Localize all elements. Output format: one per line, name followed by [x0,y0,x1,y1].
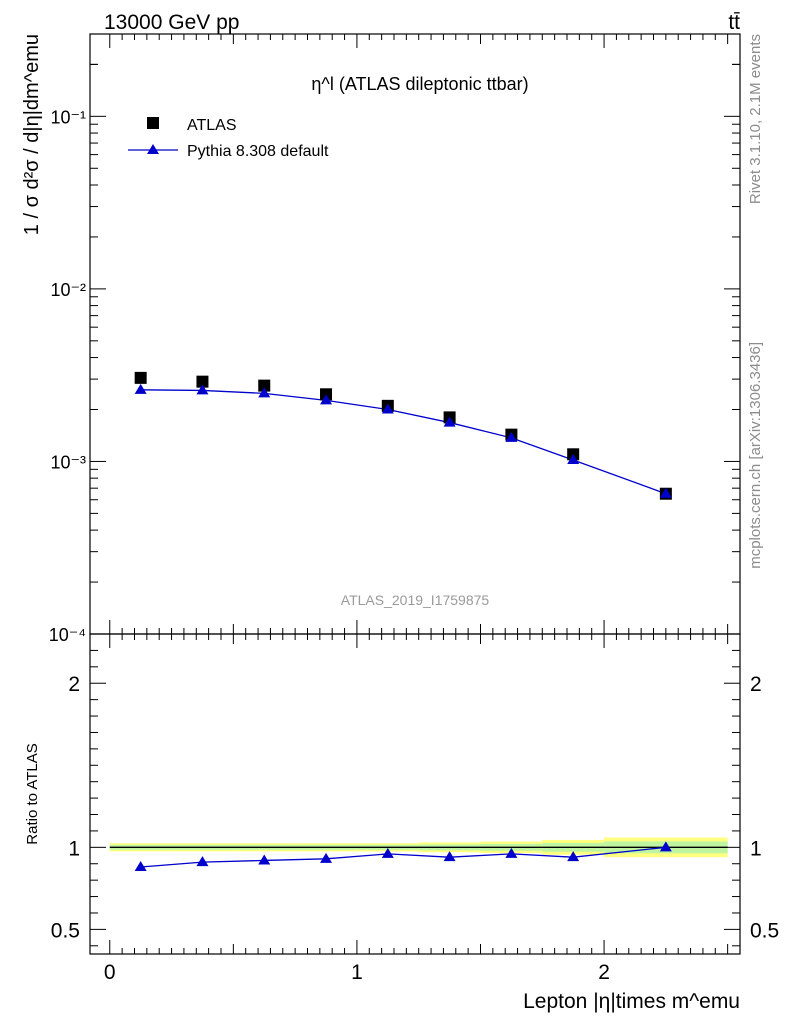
ratio-point [258,854,271,865]
ratio-point [381,847,394,858]
mc-point [258,387,271,398]
main-y-tick-label: 10⁻² [50,280,86,300]
ratio-series [134,841,672,872]
mc-point [443,416,456,427]
ratio-y-tick-label: 2 [68,673,80,696]
process-label: tt̄ [728,11,740,34]
ratio-point [320,852,333,863]
main-y-tick-label: 10⁻¹ [50,107,86,127]
mc-point [567,453,580,464]
main-series [134,371,672,500]
main-y-tick-labels: 10⁻⁴ 10⁻³ 10⁻² 10⁻¹ [49,107,86,645]
legend-data-label: ATLAS [187,117,237,134]
data-point [258,379,271,392]
mcplots-label: mcplots.cern.ch [arXiv:1306.3436] [747,342,764,569]
main-axis-ticks [90,33,740,635]
ratio-point [659,841,672,852]
main-y-tick-label: 10⁻⁴ [49,625,86,645]
ratio-y-tick-labels: 0.5 0.5 1 1 2 2 [51,673,779,942]
data-point [196,375,209,388]
ratio-y-axis-label: Ratio to ATLAS [24,743,41,844]
ratio-point [443,851,456,862]
mc-point [505,431,518,442]
ratio-axis-ticks [90,633,740,954]
legend-data-marker [147,117,159,129]
ratio-panel: 0.5 0.5 1 1 2 2 0 1 2 Ratio to ATLAS Lepton |η|… [24,633,779,1013]
data-point [134,371,147,384]
main-y-axis-label: 1 / σ d²σ / d|η|dm^emu [21,34,43,235]
x-tick-label: 1 [351,961,363,984]
main-y-tick-label: 10⁻³ [50,452,86,472]
mc-point [381,403,394,414]
watermark: ATLAS_2019_I1759875 [341,592,490,608]
energy-label: 13000 GeV pp [104,11,239,34]
ratio-y-tick-label-right: 2 [750,673,762,696]
legend-mc-label: Pythia 8.308 default [187,143,329,160]
main-title: η^l (ATLAS dileptonic ttbar) [311,74,528,94]
ratio-y-tick-label-right: 1 [750,837,762,860]
ratio-plot-frame [89,633,741,955]
x-tick-label: 2 [598,961,610,984]
ratio-point [134,861,147,872]
mc-point [320,394,333,405]
mc-point [134,383,147,394]
rivet-label: Rivet 3.1.10, 2.1M events [747,34,764,204]
x-axis-label: Lepton |η|times m^emu [523,990,740,1013]
ratio-y-tick-label: 0.5 [51,919,80,942]
legend: ATLAS Pythia 8.308 default [128,117,329,160]
mc-curve [140,389,667,495]
mc-point [196,384,209,395]
ratio-y-tick-label: 1 [68,837,80,860]
mc-point [659,487,672,498]
ratio-point [196,856,209,867]
x-tick-label: 0 [104,961,116,984]
ratio-y-tick-label-right: 0.5 [750,919,779,942]
main-panel: 10⁻⁴ 10⁻³ 10⁻² 10⁻¹ η^l (ATLAS dileptonic t… [21,33,741,645]
ratio-point [567,851,580,862]
legend-mc-marker [147,144,159,154]
ratio-x-tick-labels: 0 1 2 [104,961,610,984]
data-point [320,388,333,401]
ratio-point [505,847,518,858]
